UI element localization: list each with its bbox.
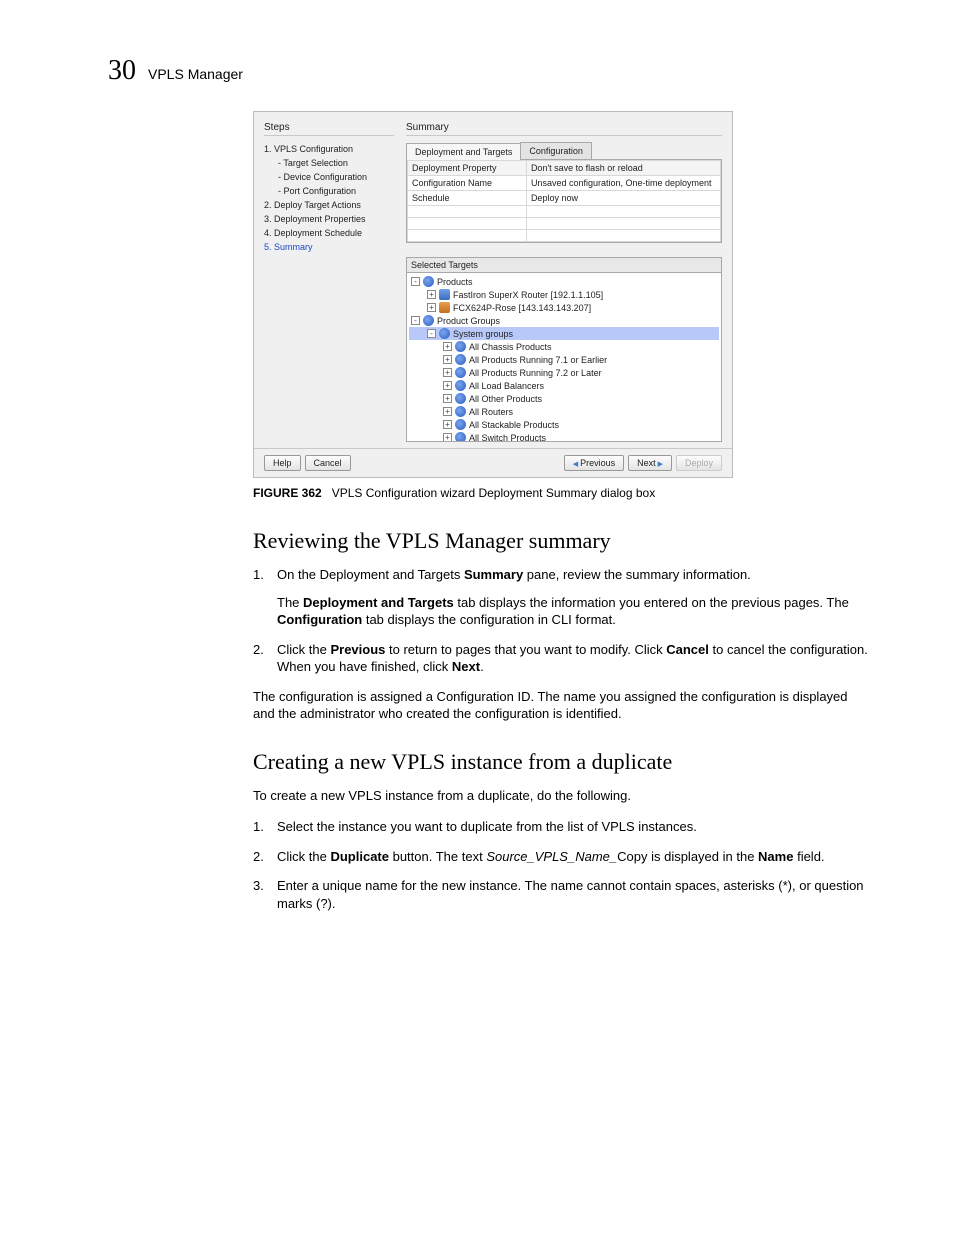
step-item[interactable]: - Device Configuration: [264, 170, 394, 184]
step-item[interactable]: 5. Summary: [264, 240, 394, 254]
previous-button[interactable]: Previous: [564, 455, 624, 471]
expand-icon[interactable]: +: [443, 342, 452, 351]
step-item[interactable]: 1. VPLS Configuration: [264, 142, 394, 156]
tree-label: All Load Balancers: [469, 381, 544, 391]
pkg-icon: [455, 432, 466, 442]
section1-step2: 2. Click the Previous to return to pages…: [253, 641, 868, 676]
tree-row[interactable]: - Products: [409, 275, 719, 288]
tree-label: System groups: [453, 329, 513, 339]
selected-targets-header: Selected Targets: [406, 257, 722, 272]
expand-icon[interactable]: +: [443, 407, 452, 416]
pkg-icon: [455, 406, 466, 417]
section1-step1: 1. On the Deployment and Targets Summary…: [253, 566, 868, 629]
tree-label: All Stackable Products: [469, 420, 559, 430]
targets-tree[interactable]: -Products+FastIron SuperX Router [192.1.…: [406, 272, 722, 442]
expand-icon[interactable]: +: [443, 433, 452, 442]
prop-head-key: Deployment Property: [408, 161, 527, 176]
step-item[interactable]: 4. Deployment Schedule: [264, 226, 394, 240]
tree-label: All Routers: [469, 407, 513, 417]
expand-icon[interactable]: +: [427, 290, 436, 299]
section1-followup: The configuration is assigned a Configur…: [253, 688, 868, 723]
tree-label: All Chassis Products: [469, 342, 552, 352]
chapter-title: VPLS Manager: [148, 66, 243, 82]
pkg-icon: [455, 393, 466, 404]
expand-icon[interactable]: -: [427, 329, 436, 338]
tree-label: Product Groups: [437, 316, 500, 326]
section1-heading: Reviewing the VPLS Manager summary: [253, 528, 868, 554]
section2-intro: To create a new VPLS instance from a dup…: [253, 787, 868, 805]
tree-row[interactable]: + All Routers: [409, 405, 719, 418]
deploy-button: Deploy: [676, 455, 722, 471]
tab-configuration[interactable]: Configuration: [520, 142, 592, 159]
tree-label: FastIron SuperX Router [192.1.1.105]: [453, 290, 603, 300]
prop-head-val: Don't save to flash or reload: [526, 161, 720, 176]
pkg-icon: [455, 367, 466, 378]
tree-row[interactable]: - System groups: [409, 327, 719, 340]
dialog-footer: Help Cancel Previous Next Deploy: [254, 448, 732, 477]
summary-heading: Summary: [406, 122, 722, 136]
steps-list: 1. VPLS Configuration- Target Selection-…: [264, 142, 394, 254]
deployment-properties-table: Deployment Property Don't save to flash …: [407, 160, 721, 242]
tree-row[interactable]: + All Switch Products: [409, 431, 719, 442]
expand-icon[interactable]: +: [443, 355, 452, 364]
sw-icon: [439, 302, 450, 313]
expand-icon[interactable]: +: [427, 303, 436, 312]
tree-label: Products: [437, 277, 473, 287]
pkg-icon: [423, 315, 434, 326]
tree-row[interactable]: + All Products Running 7.1 or Earlier: [409, 353, 719, 366]
tree-label: All Products Running 7.1 or Earlier: [469, 355, 607, 365]
step-item[interactable]: - Port Configuration: [264, 184, 394, 198]
step-item[interactable]: 3. Deployment Properties: [264, 212, 394, 226]
section2-step2: 2. Click the Duplicate button. The text …: [253, 848, 868, 866]
tree-row[interactable]: + FCX624P-Rose [143.143.143.207]: [409, 301, 719, 314]
tree-row[interactable]: + All Chassis Products: [409, 340, 719, 353]
figure-text: VPLS Configuration wizard Deployment Sum…: [332, 486, 656, 500]
pkg-icon: [439, 328, 450, 339]
step-item[interactable]: 2. Deploy Target Actions: [264, 198, 394, 212]
expand-icon[interactable]: -: [411, 277, 420, 286]
figure-caption: FIGURE 362 VPLS Configuration wizard Dep…: [253, 486, 869, 500]
pkg-icon: [455, 380, 466, 391]
tree-label: FCX624P-Rose [143.143.143.207]: [453, 303, 591, 313]
pkg-icon: [423, 276, 434, 287]
figure-label: FIGURE 362: [253, 486, 322, 500]
prop-row: ScheduleDeploy now: [408, 191, 721, 206]
pkg-icon: [455, 419, 466, 430]
tree-label: All Switch Products: [469, 433, 546, 443]
section2-step3: 3. Enter a unique name for the new insta…: [253, 877, 868, 912]
next-button[interactable]: Next: [628, 455, 672, 471]
expand-icon[interactable]: +: [443, 381, 452, 390]
section2-heading: Creating a new VPLS instance from a dupl…: [253, 749, 868, 775]
prop-row: Configuration NameUnsaved configuration,…: [408, 176, 721, 191]
tree-row[interactable]: + All Load Balancers: [409, 379, 719, 392]
tree-row[interactable]: + All Other Products: [409, 392, 719, 405]
steps-heading: Steps: [264, 122, 394, 136]
tree-row[interactable]: + All Products Running 7.2 or Later: [409, 366, 719, 379]
pkg-icon: [455, 341, 466, 352]
section2-step1: 1. Select the instance you want to dupli…: [253, 818, 868, 836]
pkg-icon: [455, 354, 466, 365]
chapter-number: 30: [108, 55, 136, 87]
expand-icon[interactable]: +: [443, 368, 452, 377]
page-header: 30 VPLS Manager: [108, 55, 869, 87]
tree-label: All Other Products: [469, 394, 542, 404]
expand-icon[interactable]: -: [411, 316, 420, 325]
tab-deployment[interactable]: Deployment and Targets: [406, 143, 521, 160]
tree-row[interactable]: + All Stackable Products: [409, 418, 719, 431]
tabs-row: Deployment and Targets Configuration: [406, 142, 722, 160]
tree-label: All Products Running 7.2 or Later: [469, 368, 602, 378]
cancel-button[interactable]: Cancel: [305, 455, 351, 471]
tree-row[interactable]: + FastIron SuperX Router [192.1.1.105]: [409, 288, 719, 301]
dialog-box: Steps 1. VPLS Configuration- Target Sele…: [253, 111, 733, 478]
expand-icon[interactable]: +: [443, 420, 452, 429]
expand-icon[interactable]: +: [443, 394, 452, 403]
dev-icon: [439, 289, 450, 300]
step-item[interactable]: - Target Selection: [264, 156, 394, 170]
help-button[interactable]: Help: [264, 455, 301, 471]
tree-row[interactable]: - Product Groups: [409, 314, 719, 327]
